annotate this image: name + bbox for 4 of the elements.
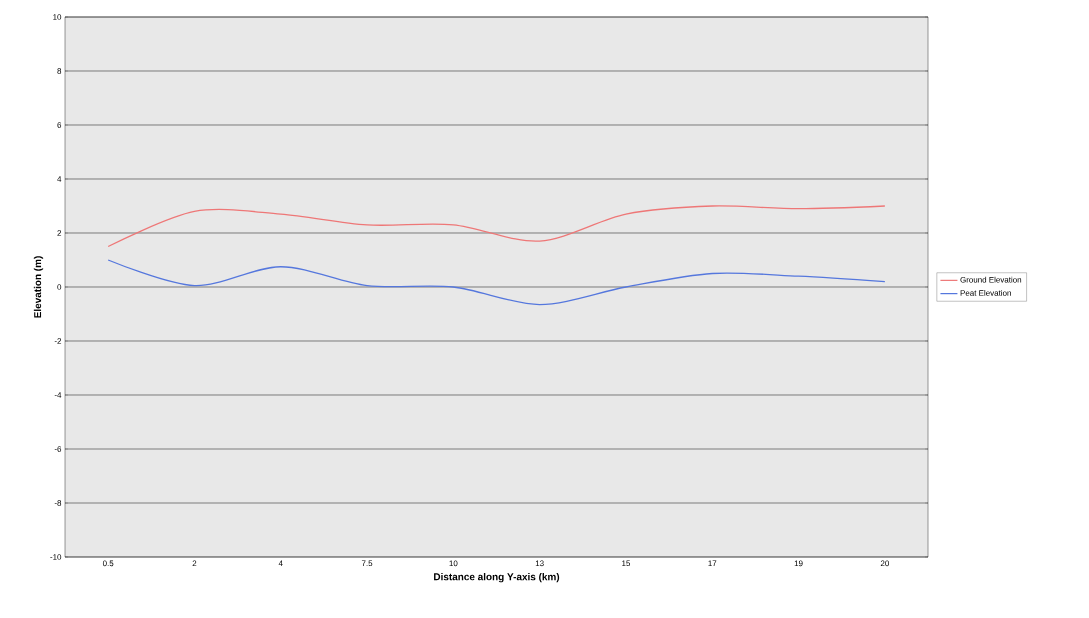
x-axis-title: Distance along Y-axis (km): [434, 573, 560, 583]
y-axis-title: Elevation (m): [33, 256, 44, 318]
line-series: [107, 259, 886, 306]
line-series: [107, 205, 886, 248]
